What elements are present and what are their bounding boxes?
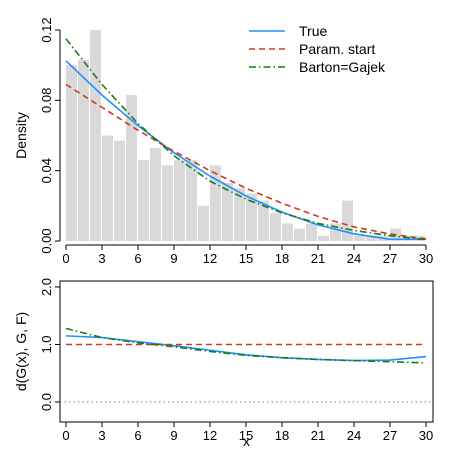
panel-frame	[59, 280, 434, 423]
chart-panel-1: 0 3 6 9 12 15 18 21 24 27 30 0.00 0.04 0.08 0.12 Densit…	[13, 17, 433, 266]
x-tick-label: 24	[347, 251, 361, 266]
histogram-bar	[186, 160, 197, 241]
histogram-bar	[198, 205, 209, 241]
histogram-bar	[294, 228, 305, 241]
histogram-bar	[222, 182, 233, 241]
legend-label-3: Barton=Gajek	[299, 59, 386, 75]
histogram-bar	[162, 165, 173, 241]
x-tick-label: 15	[239, 251, 253, 266]
legend-label-1: True	[299, 23, 327, 39]
histogram-bar	[318, 235, 329, 241]
x-tick-label: 12	[203, 251, 217, 266]
y-tick-label: 0.00	[39, 228, 54, 253]
histogram-bar	[330, 223, 341, 241]
histogram-bar	[102, 135, 113, 241]
x-tick-label: 21	[311, 428, 325, 443]
histogram-bar	[354, 235, 365, 241]
x-tick-label: 30	[419, 428, 433, 443]
x-tick-label: 0	[62, 428, 69, 443]
x-tick-label: 27	[383, 428, 397, 443]
y-axis-label: Density	[13, 112, 29, 159]
histogram-bar	[210, 165, 221, 241]
histogram-bar	[90, 30, 101, 241]
y-tick-label: 0.08	[39, 88, 54, 113]
histogram-bar	[126, 95, 137, 241]
legend: True Param. start Barton=Gajek	[249, 23, 386, 75]
x-tick-label: 9	[170, 428, 177, 443]
histogram-bar	[270, 212, 281, 241]
histogram-bar	[342, 200, 353, 241]
x-tick-label: 27	[383, 251, 397, 266]
y-tick-label: 0.0	[39, 393, 54, 411]
histogram-bar	[258, 200, 269, 241]
histogram-bar	[246, 193, 257, 241]
histogram-bar	[366, 235, 377, 241]
x-tick-label: 9	[170, 251, 177, 266]
histogram-bar	[78, 59, 89, 242]
density-line-1	[65, 60, 426, 241]
histogram-bar	[282, 223, 293, 241]
x-tick-label: 18	[275, 428, 289, 443]
y-tick-label: 2.0	[39, 278, 54, 296]
x-tick-label: 30	[419, 251, 433, 266]
y-tick-label: 0.04	[39, 158, 54, 183]
x-axis-label: x	[243, 433, 250, 449]
x-tick-label: 15	[239, 428, 253, 443]
legend-label-2: Param. start	[299, 41, 375, 57]
x-tick-label: 12	[203, 428, 217, 443]
ratio-line-3	[65, 327, 427, 364]
x-tick-label: 24	[347, 428, 361, 443]
x-tick-label: 6	[134, 251, 141, 266]
histogram-bar	[114, 140, 125, 241]
x-tick-label: 18	[275, 251, 289, 266]
histogram-bar	[138, 160, 149, 241]
histogram-bar	[234, 188, 245, 241]
x-tick-label: 6	[134, 428, 141, 443]
density-line-3	[65, 38, 427, 241]
x-tick-label: 3	[98, 428, 105, 443]
histogram-bar	[174, 160, 185, 241]
chart-panel-2: 0 3 6 9 12 15 18 21 24 27 30 x 0.0 1.0 2.0 d(G(x), G, F…	[13, 278, 434, 449]
histogram-bar	[150, 147, 161, 241]
histogram-bar	[66, 65, 77, 242]
y-tick-label: 1.0	[39, 335, 54, 353]
histogram-bar	[306, 223, 317, 241]
ratio-line-1	[65, 335, 427, 362]
x-tick-label: 3	[98, 251, 105, 266]
x-tick-label: 21	[311, 251, 325, 266]
density-line-2	[65, 83, 427, 240]
y-axis-label: d(G(x), G, F)	[13, 312, 29, 391]
x-tick-label: 0	[62, 251, 69, 266]
y-tick-label: 0.12	[39, 17, 54, 42]
